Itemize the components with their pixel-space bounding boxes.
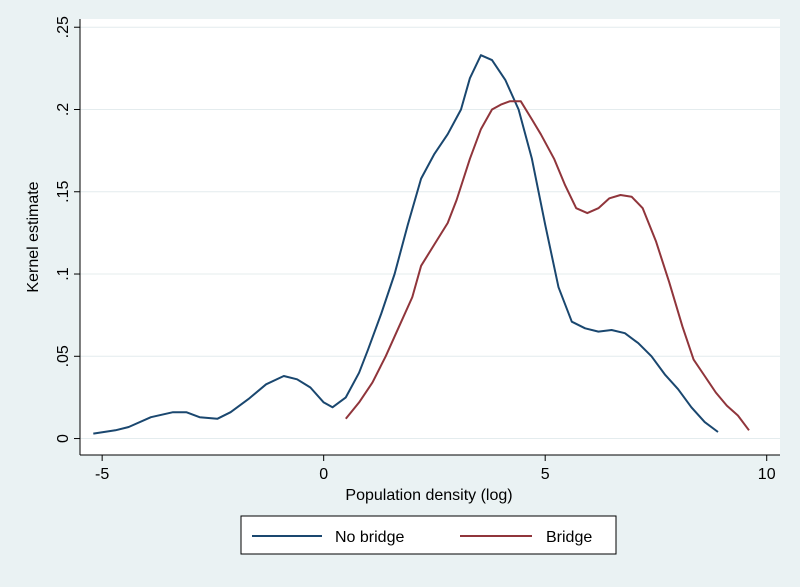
series-line-no-bridge [93, 54, 719, 435]
plot-area [80, 19, 780, 455]
x-tick-label: -5 [95, 466, 109, 483]
y-tick-label: 0 [55, 434, 72, 443]
legend: No bridge Bridge [240, 515, 617, 555]
legend-label-bridge: Bridge [546, 529, 592, 546]
grid-layer [80, 26, 780, 440]
series-layer [93, 54, 750, 435]
y-tick-label: .2 [55, 103, 72, 116]
y-tick-label: .1 [55, 267, 72, 280]
axis-layer: 0 .05 .1 .15 .2 .25 -5 0 5 10 [55, 16, 780, 483]
y-tick-label: .15 [55, 181, 72, 203]
y-axis-title: Kernel estimate [25, 181, 42, 292]
series-line-bridge [345, 100, 750, 431]
legend-label-no-bridge: No bridge [335, 529, 404, 546]
y-tick-label: .25 [55, 16, 72, 38]
x-axis-title: Population density (log) [345, 487, 512, 504]
y-tick-label: .05 [55, 345, 72, 367]
x-tick-label: 5 [541, 466, 550, 483]
x-tick-label: 0 [319, 466, 328, 483]
x-tick-label: 10 [758, 466, 776, 483]
